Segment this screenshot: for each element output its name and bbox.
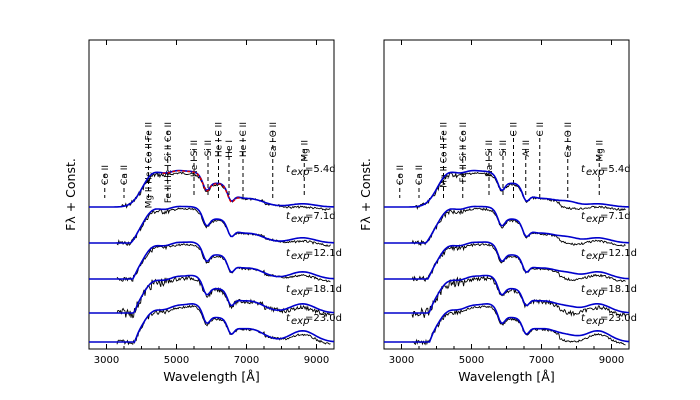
- x-axis-label: Wavelength [Å]: [163, 369, 259, 384]
- line-id-label: He I C II: [215, 122, 225, 157]
- epoch-label-value: =7.1d: [305, 211, 336, 222]
- epoch-label-value: =23.0d: [600, 313, 637, 324]
- epoch-label-t: t: [581, 164, 586, 175]
- observed-spectrum-2: [116, 243, 331, 283]
- x-tick-label: 9000: [599, 355, 624, 366]
- epoch-label-sub: exp: [291, 167, 309, 178]
- epoch-label-t: t: [286, 284, 291, 295]
- panel-left: 3000 5000 7000 9000 Wavelength [Å] Fλ + Const…: [63, 39, 342, 384]
- x-axis-label: Wavelength [Å]: [458, 369, 554, 384]
- line-id-label: Fe II Si II Co II: [459, 122, 469, 182]
- x-tick-label: 5000: [459, 355, 484, 366]
- epoch-label-t: t: [286, 248, 291, 259]
- line-id-label: He I Si II: [190, 140, 200, 177]
- epoch-label-value: =18.1d: [305, 284, 342, 295]
- epoch-label-value: =5.4d: [305, 164, 336, 175]
- line-id-label: Mg II He I Co II Fe II: [145, 122, 155, 208]
- line-id-label: Fe II He I Si II Co II: [164, 122, 174, 203]
- epoch-label-t: t: [286, 211, 291, 222]
- plot-frame: [383, 39, 630, 350]
- observed-spectrum-1: [116, 207, 331, 247]
- model-spectrum-1: [89, 205, 335, 244]
- epoch-label-sub: exp: [586, 167, 604, 178]
- epoch-label-value: =5.4d: [600, 164, 631, 175]
- model-spectrum-3: [89, 274, 335, 314]
- x-tick-label: 9000: [304, 355, 329, 366]
- epoch-label-value: =12.1d: [305, 248, 342, 259]
- epoch-label-t: t: [581, 313, 586, 324]
- x-tick-label: 5000: [164, 355, 189, 366]
- model-spectrum-3: [384, 274, 630, 314]
- line-id-label: Mg II: [595, 140, 605, 162]
- epoch-label-value: =7.1d: [600, 211, 631, 222]
- epoch-label-sub: exp: [291, 251, 309, 262]
- y-axis-label: Fλ + Const.: [358, 158, 373, 231]
- epoch-label-sub: exp: [586, 214, 604, 225]
- epoch-label-t: t: [581, 284, 586, 295]
- line-id-label: Al II: [522, 140, 532, 157]
- line-id-label: C II: [510, 122, 520, 136]
- line-id-label: Si II: [204, 140, 214, 156]
- epoch-label-t: t: [581, 248, 586, 259]
- line-id-label: Mg II Co II Fe II: [440, 122, 450, 188]
- y-axis-label: Fλ + Const.: [63, 158, 78, 231]
- epoch-label-t: t: [286, 164, 291, 175]
- observed-spectrum-1: [411, 207, 626, 247]
- line-id-label: C II: [536, 122, 546, 136]
- observed-spectrum-4: [411, 305, 626, 346]
- line-id-label: Co II: [396, 165, 406, 185]
- x-tick-label: 3000: [94, 355, 119, 366]
- plot-frame: [88, 39, 335, 350]
- epoch-label-sub: exp: [586, 287, 604, 298]
- epoch-label-t: t: [581, 211, 586, 222]
- epoch-label-value: =23.0d: [305, 313, 342, 324]
- model-spectrum-2: [89, 241, 335, 280]
- model-spectrum-4: [384, 302, 630, 343]
- line-id-label: He I: [225, 140, 235, 158]
- line-id-label: Mg II: [300, 140, 310, 162]
- model-spectrum-1: [384, 205, 630, 244]
- epoch-label-sub: exp: [291, 287, 309, 298]
- epoch-label-value: =12.1d: [600, 248, 637, 259]
- epoch-label-sub: exp: [586, 251, 604, 262]
- line-id-label: Co II: [101, 165, 111, 185]
- x-tick-label: 7000: [529, 355, 554, 366]
- epoch-label-t: t: [286, 313, 291, 324]
- model-spectrum-2: [384, 241, 630, 280]
- line-id-label: Si II: [499, 140, 509, 156]
- line-id-label: Na I Si II: [485, 140, 495, 177]
- line-id-label: Ca I O II: [269, 122, 279, 157]
- line-id-label: He I C II: [239, 122, 249, 157]
- epoch-label-sub: exp: [291, 214, 309, 225]
- epoch-label-value: =18.1d: [600, 284, 637, 295]
- x-tick-label: 7000: [234, 355, 259, 366]
- line-id-label: Ca II: [415, 165, 425, 185]
- epoch-label-sub: exp: [291, 316, 309, 327]
- model-spectrum-4: [89, 302, 335, 343]
- line-id-label: Ca II: [120, 165, 130, 185]
- panel-right: 3000 5000 7000 9000 Wavelength [Å] Fλ + Const…: [358, 39, 637, 384]
- x-tick-label: 3000: [389, 355, 414, 366]
- alt-model-spectrum: [162, 170, 240, 203]
- epoch-label-sub: exp: [586, 316, 604, 327]
- line-id-label: Ca I O II: [564, 122, 574, 157]
- model-spectrum-0: [384, 169, 630, 208]
